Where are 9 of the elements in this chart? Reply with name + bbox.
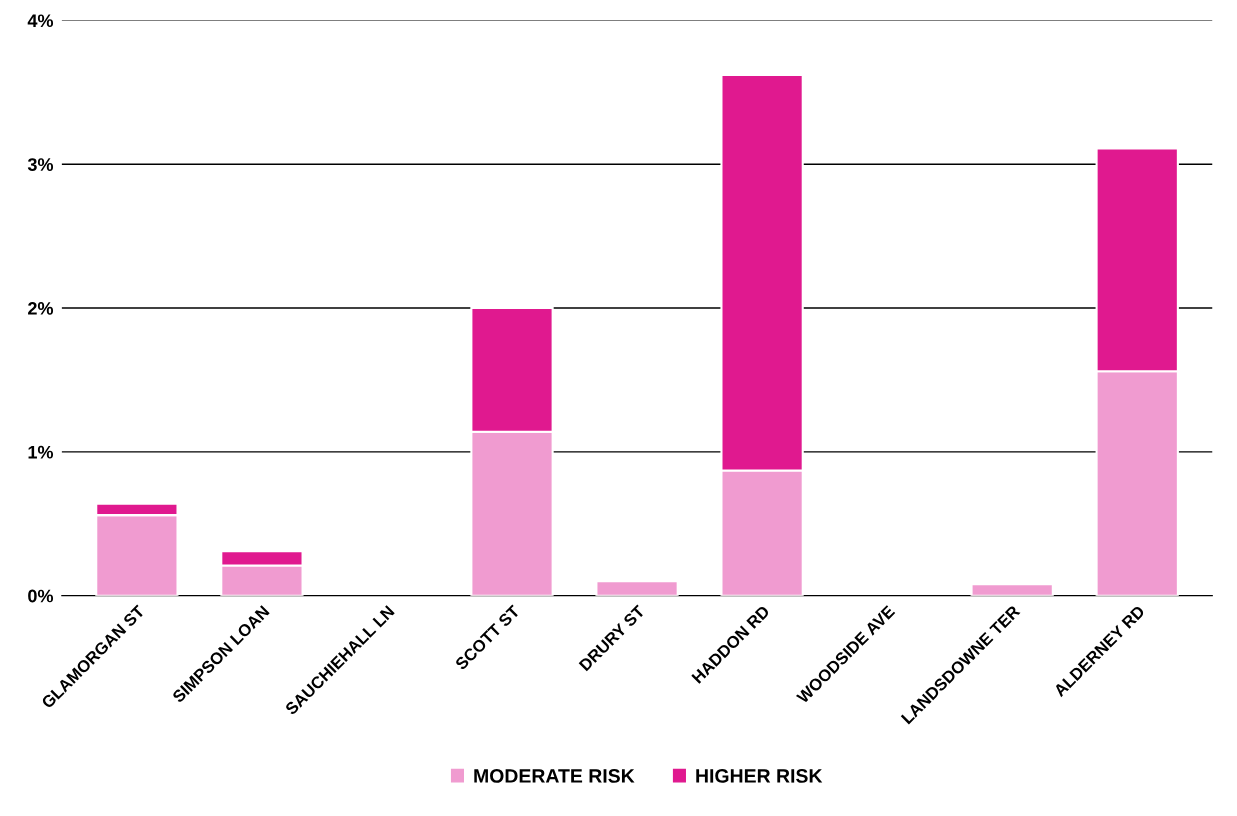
bar [595,580,679,596]
y-tick-label: 4% [27,14,54,28]
bar [970,583,1054,596]
y-tick-label: 1% [28,445,54,459]
y-tick-label: 3% [27,158,54,171]
y-tick-label: 2% [28,301,54,315]
legend-label: HIGHER RISK [696,769,823,783]
legend-label: MODERATE RISK [474,769,635,783]
y-tick-label: 0% [28,589,54,603]
